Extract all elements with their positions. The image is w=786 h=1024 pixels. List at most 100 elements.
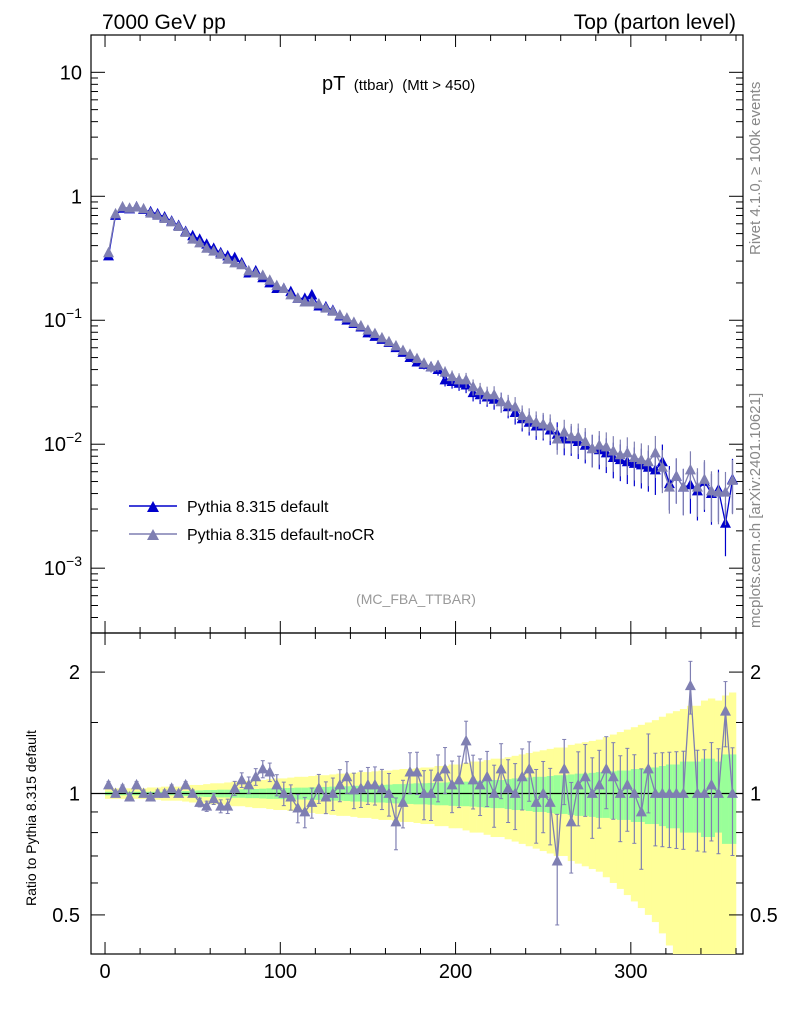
ratio-data-point (439, 762, 451, 774)
ratio-data-point (684, 679, 696, 691)
ratio-series-nocr (103, 660, 738, 926)
data-point (292, 292, 304, 303)
data-point (397, 344, 409, 355)
xtick-label: 100 (264, 961, 297, 983)
ratio-data-point (607, 770, 619, 782)
legend-label-nocr: Pythia 8.315 default-noCR (187, 527, 375, 544)
ratio-data-point (201, 800, 213, 811)
ratio-data-point (481, 770, 493, 782)
main-ytick-label: 10−2 (44, 429, 82, 456)
data-point (607, 445, 619, 456)
data-point (502, 398, 514, 409)
ratio-data-point (530, 796, 542, 807)
ratio-data-point (152, 787, 164, 798)
ratio-data-point (474, 778, 486, 790)
ratio-data-point (159, 787, 171, 798)
ratio-data-point (376, 782, 388, 793)
ratio-data-point (362, 778, 374, 790)
ratio-data-point (565, 815, 577, 827)
ratio-data-point (236, 773, 248, 785)
ratio-data-point (243, 778, 255, 790)
data-point (327, 305, 339, 316)
data-point (712, 486, 724, 497)
ratio-data-point (614, 787, 626, 798)
data-point (544, 420, 556, 431)
ratio-data-point (719, 705, 731, 716)
ratio-data-point (418, 787, 430, 798)
ratio-data-point (432, 770, 444, 782)
ratio-data-point (523, 762, 535, 774)
data-point (229, 251, 241, 263)
ratio-band-layer (91, 692, 743, 954)
ratio-data-point (110, 787, 122, 798)
ratio-data-point (264, 766, 276, 777)
main-ytick-label: 1 (71, 186, 82, 208)
ratio-data-point (726, 787, 738, 798)
ratio-data-point (166, 782, 178, 793)
ratio-data-point (495, 762, 507, 774)
ratio-data-point (299, 805, 311, 817)
data-point (369, 327, 381, 339)
data-point (215, 248, 227, 259)
uncertainty-band-inner (553, 775, 562, 814)
rivet-label: Rivet 4.1.0, ≥ 100k events (747, 82, 764, 255)
data-point (376, 331, 388, 343)
ratio-data-point (677, 787, 689, 798)
ratio-data-point (663, 787, 675, 798)
data-point (628, 451, 640, 462)
ratio-data-point (117, 782, 129, 793)
ratio-data-point (628, 787, 640, 798)
data-point (670, 470, 682, 481)
ratio-data-point (551, 855, 563, 866)
ratio-data-point (327, 787, 339, 798)
data-point (257, 269, 269, 280)
header-right: Top (parton level) (574, 11, 736, 34)
xtick-label: 0 (99, 961, 110, 983)
series-nocr (103, 200, 738, 526)
ratio-data-point (271, 778, 283, 790)
data-point (264, 274, 276, 285)
ratio-data-point (502, 782, 514, 793)
data-point (117, 200, 129, 212)
data-point (355, 319, 367, 331)
ratio-data-point (656, 787, 668, 798)
main-ytick-exponent: −3 (66, 553, 82, 569)
data-point (404, 348, 416, 359)
data-point (201, 242, 213, 253)
data-point (243, 264, 255, 276)
data-point (481, 388, 493, 400)
ratio-data-point (306, 796, 318, 807)
data-point (236, 258, 248, 270)
data-point (516, 409, 528, 421)
ratio-data-point (215, 800, 227, 811)
ratio-data-point (544, 796, 556, 807)
data-point (719, 486, 731, 497)
data-point (642, 455, 654, 467)
ratio-data-point (383, 787, 395, 798)
ratio-data-point (649, 787, 661, 798)
data-point (439, 373, 451, 385)
data-point (299, 296, 311, 307)
data-point (341, 312, 353, 323)
data-point (558, 426, 570, 437)
ratio-data-point (285, 790, 297, 802)
data-point (600, 440, 612, 452)
data-point (278, 282, 290, 294)
legend-marker-default (147, 501, 159, 512)
data-point (460, 373, 472, 385)
data-point (439, 366, 451, 377)
ratio-data-point (467, 773, 479, 785)
ratio-data-point (131, 778, 143, 790)
ratio-data-point (425, 787, 437, 798)
ratio-data-point (586, 787, 598, 798)
ratio-data-point (537, 787, 549, 798)
data-point (173, 220, 185, 231)
ratio-data-point (145, 790, 157, 802)
ratio-data-point (250, 770, 262, 782)
ratio-axis-ticks: 2 2 1 1 0.5 0.5 0 100 200 300 (52, 633, 778, 983)
main-ytick-base: 10 (44, 434, 66, 456)
ratio-data-point (572, 778, 584, 790)
ratio-data-point (194, 796, 206, 807)
data-point (726, 474, 738, 485)
